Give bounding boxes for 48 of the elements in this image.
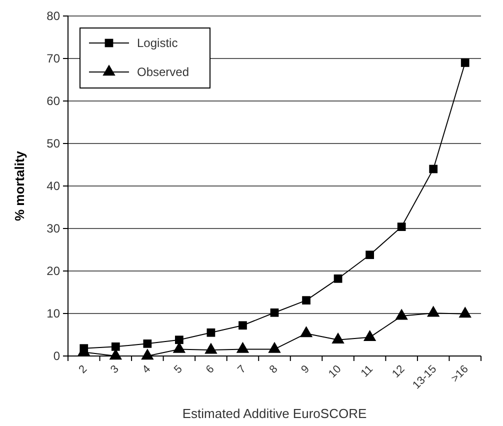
x-tick-label: >16: [449, 363, 471, 385]
x-tick-label: 7: [236, 363, 248, 376]
y-tick-label: 30: [46, 221, 60, 236]
point: [109, 348, 122, 360]
x-tick-label: 9: [299, 363, 312, 376]
point: [111, 342, 120, 351]
point: [238, 321, 247, 330]
point: [236, 342, 250, 353]
point: [206, 328, 216, 337]
point: [332, 332, 344, 344]
y-tick-label: 70: [46, 51, 60, 66]
point: [300, 326, 313, 338]
point: [429, 164, 438, 174]
y-tick-label: 80: [46, 8, 60, 23]
x-tick-label: 2: [76, 363, 90, 376]
x-tick-label: 11: [358, 363, 376, 380]
point: [395, 308, 408, 320]
legend-label: Observed: [137, 65, 190, 80]
x-tick-label: 3: [108, 363, 122, 376]
point: [363, 330, 376, 341]
point: [141, 348, 154, 360]
x-tick-label: 12: [390, 363, 408, 380]
point: [458, 306, 472, 318]
legend-label: Logistic: [137, 36, 178, 50]
x-axis-title: Estimated Additive EuroSCORE: [182, 406, 367, 421]
y-tick-label: 50: [46, 136, 60, 150]
point: [143, 339, 152, 348]
point: [302, 296, 310, 305]
point: [175, 336, 184, 344]
point: [334, 274, 342, 283]
y-tick-label: 40: [46, 178, 60, 193]
y-tick-label: 10: [46, 306, 60, 320]
y-tick-label: 20: [46, 264, 60, 278]
x-tick-label: 10: [326, 363, 344, 380]
point: [426, 306, 440, 317]
x-tick-label: 5: [172, 363, 185, 376]
y-tick-label: 60: [46, 94, 60, 108]
point: [397, 222, 406, 231]
point: [366, 250, 374, 260]
y-axis-title: % mortality: [12, 150, 27, 222]
x-tick-label: 8: [267, 363, 280, 376]
point: [268, 342, 281, 353]
y-tick-label: 0: [53, 348, 60, 363]
point: [460, 58, 470, 67]
x-tick-label: 6: [204, 363, 217, 376]
point: [270, 308, 279, 317]
point: [204, 342, 218, 354]
x-tick-label: 4: [140, 363, 154, 376]
